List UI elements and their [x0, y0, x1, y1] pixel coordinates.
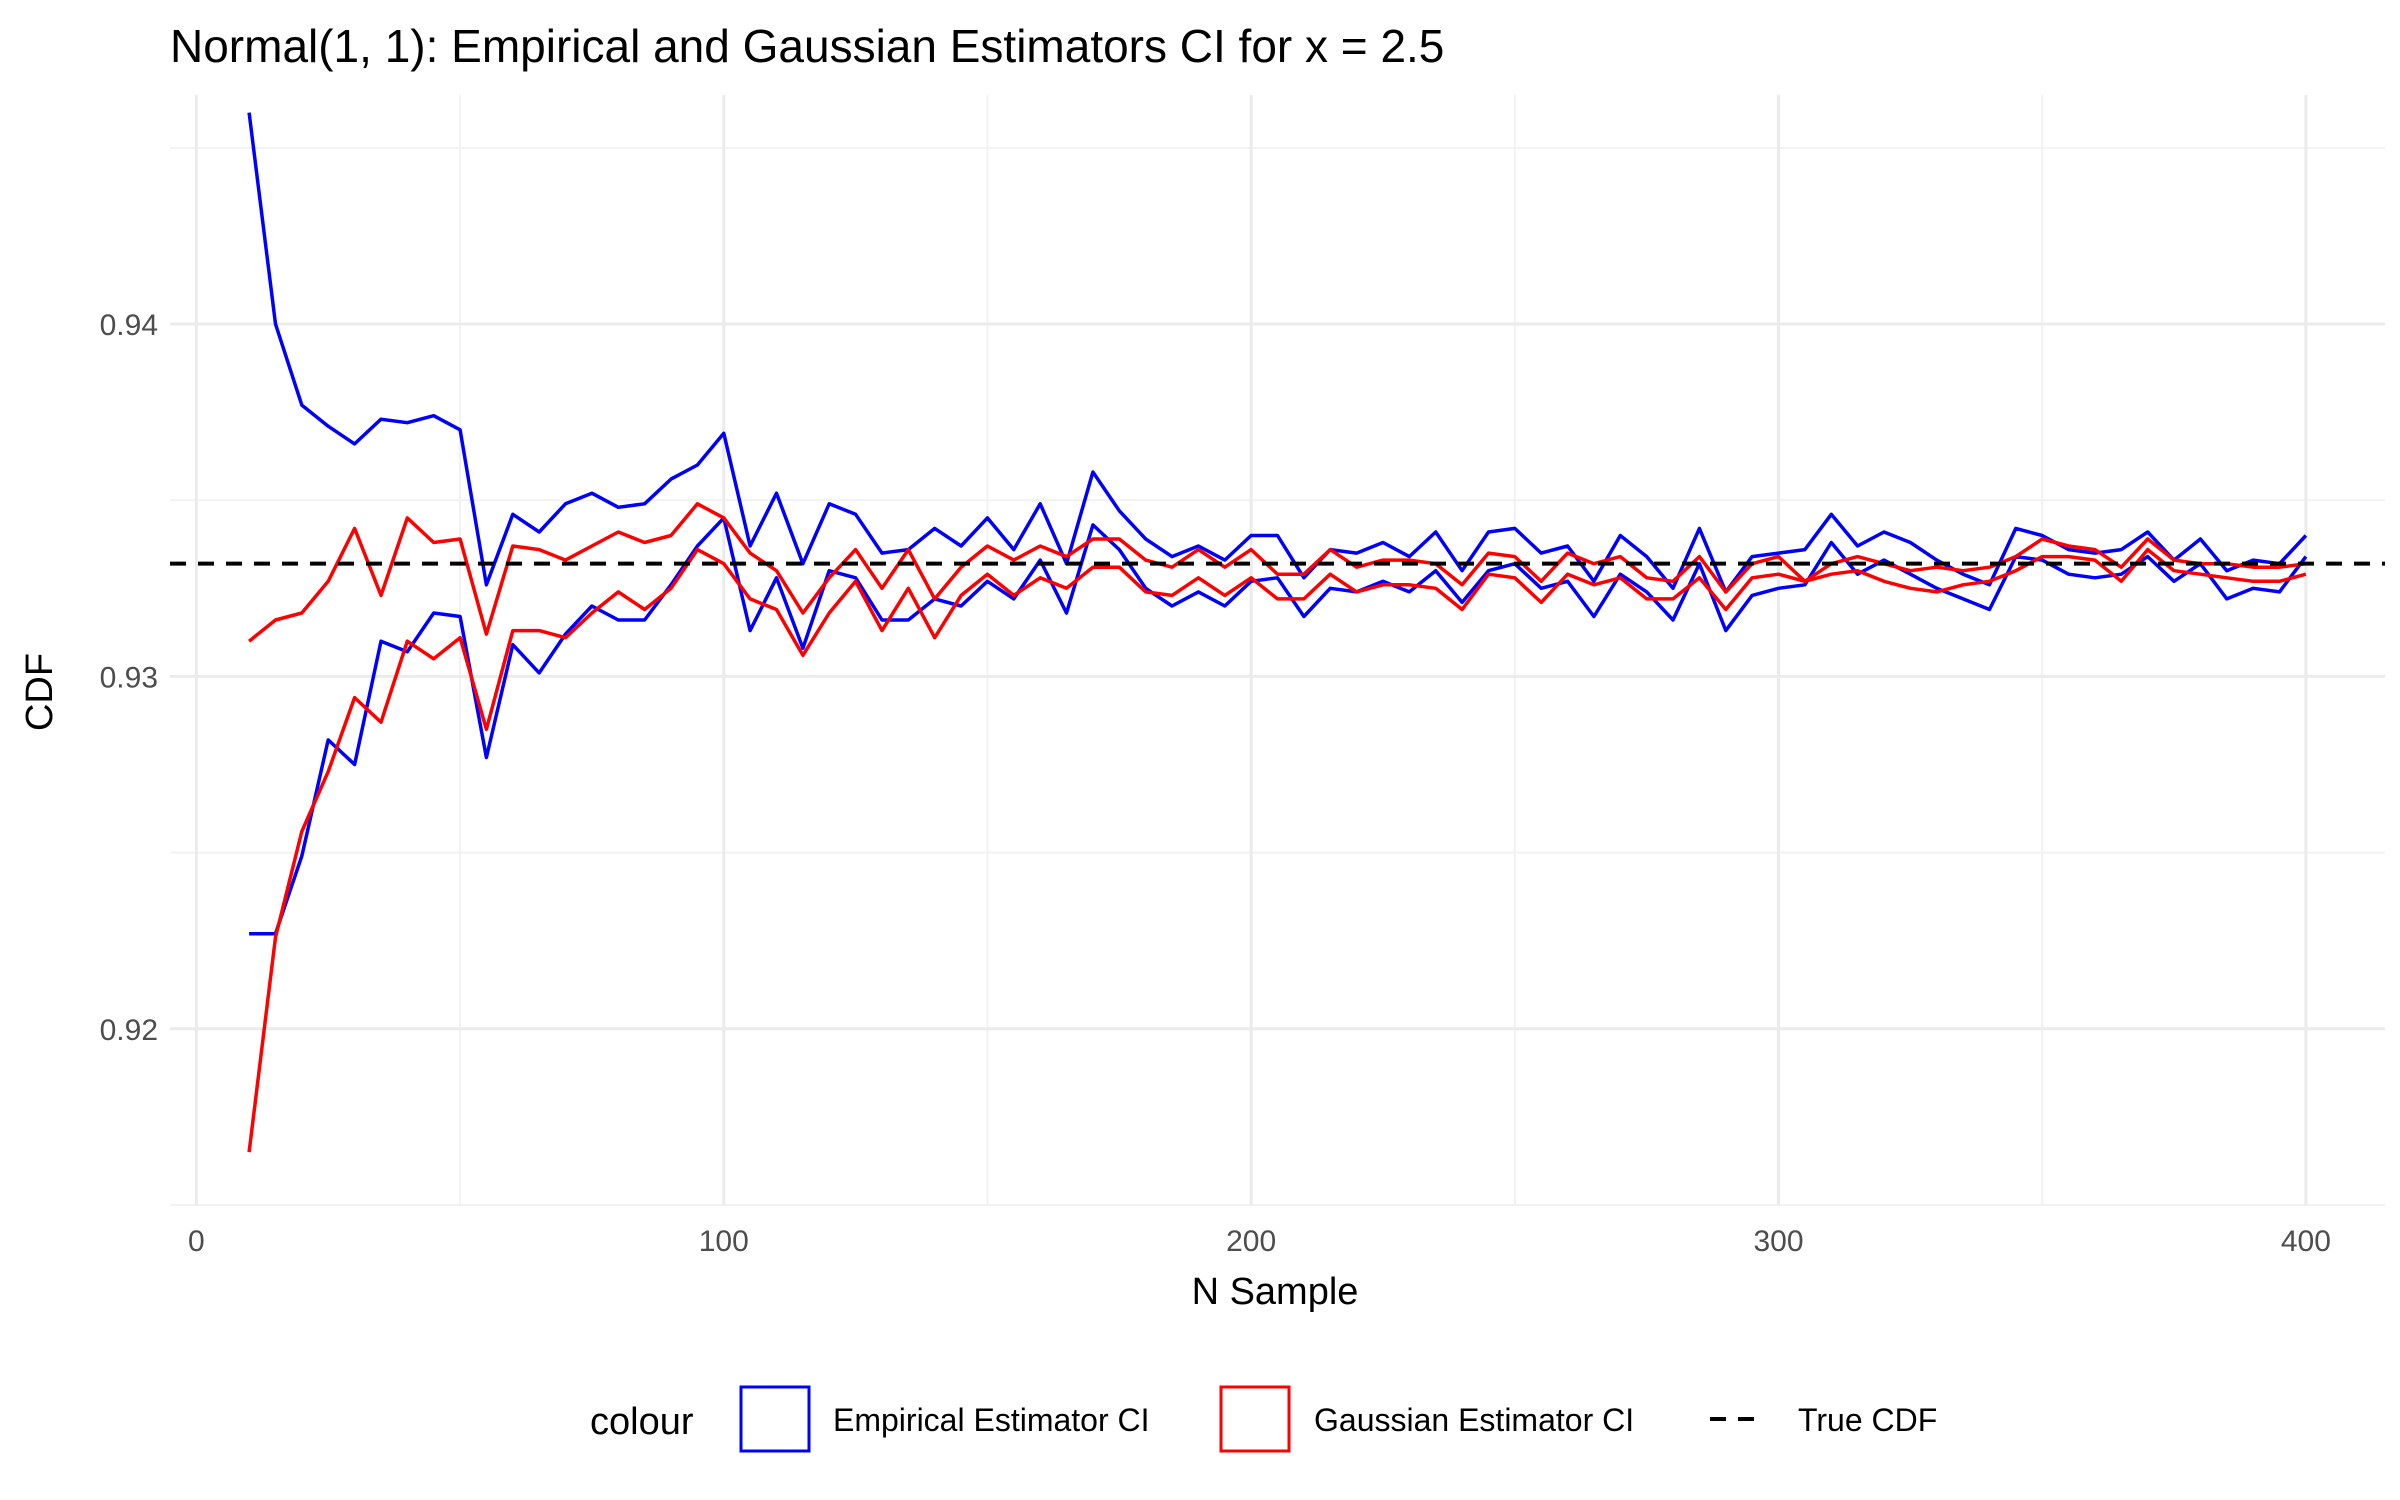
empirical-ci-lower-line — [249, 516, 2308, 936]
x-tick-label: 100 — [699, 1225, 749, 1258]
empirical-ci-upper-line — [247, 112, 2308, 594]
legend-label-empirical: Empirical Estimator CI — [833, 1402, 1150, 1438]
y-tick-label: 0.92 — [100, 1014, 158, 1047]
x-tick-label: 300 — [1753, 1225, 1803, 1258]
series-lines — [247, 112, 2308, 1153]
x-tick-label: 200 — [1226, 1225, 1276, 1258]
minor-gridlines — [170, 95, 2385, 1206]
y-axis-title: CDF — [19, 653, 61, 731]
x-axis-title: N Sample — [1192, 1271, 1359, 1313]
legend: colour Empirical Estimator CI Gaussian E… — [590, 1385, 1937, 1453]
legend-key-gaussian — [1219, 1385, 1291, 1453]
legend-label-gaussian: Gaussian Estimator CI — [1314, 1402, 1634, 1438]
major-gridlines — [170, 95, 2385, 1205]
gaussian-ci-lower-line — [247, 547, 2307, 1153]
y-tick-label: 0.94 — [100, 309, 158, 342]
chart-title: Normal(1, 1): Empirical and Gaussian Est… — [170, 20, 1444, 72]
gaussian-ci-upper-line — [248, 502, 2307, 643]
y-tick-label: 0.93 — [100, 661, 158, 694]
x-tick-label: 0 — [188, 1225, 205, 1258]
legend-label-true-cdf: True CDF — [1798, 1402, 1937, 1438]
tick-labels: 0 100 200 300 400 0.92 0.93 0.94 — [100, 309, 2331, 1258]
legend-key-empirical — [739, 1385, 811, 1453]
x-tick-label: 400 — [2281, 1225, 2331, 1258]
legend-title: colour — [590, 1401, 694, 1443]
